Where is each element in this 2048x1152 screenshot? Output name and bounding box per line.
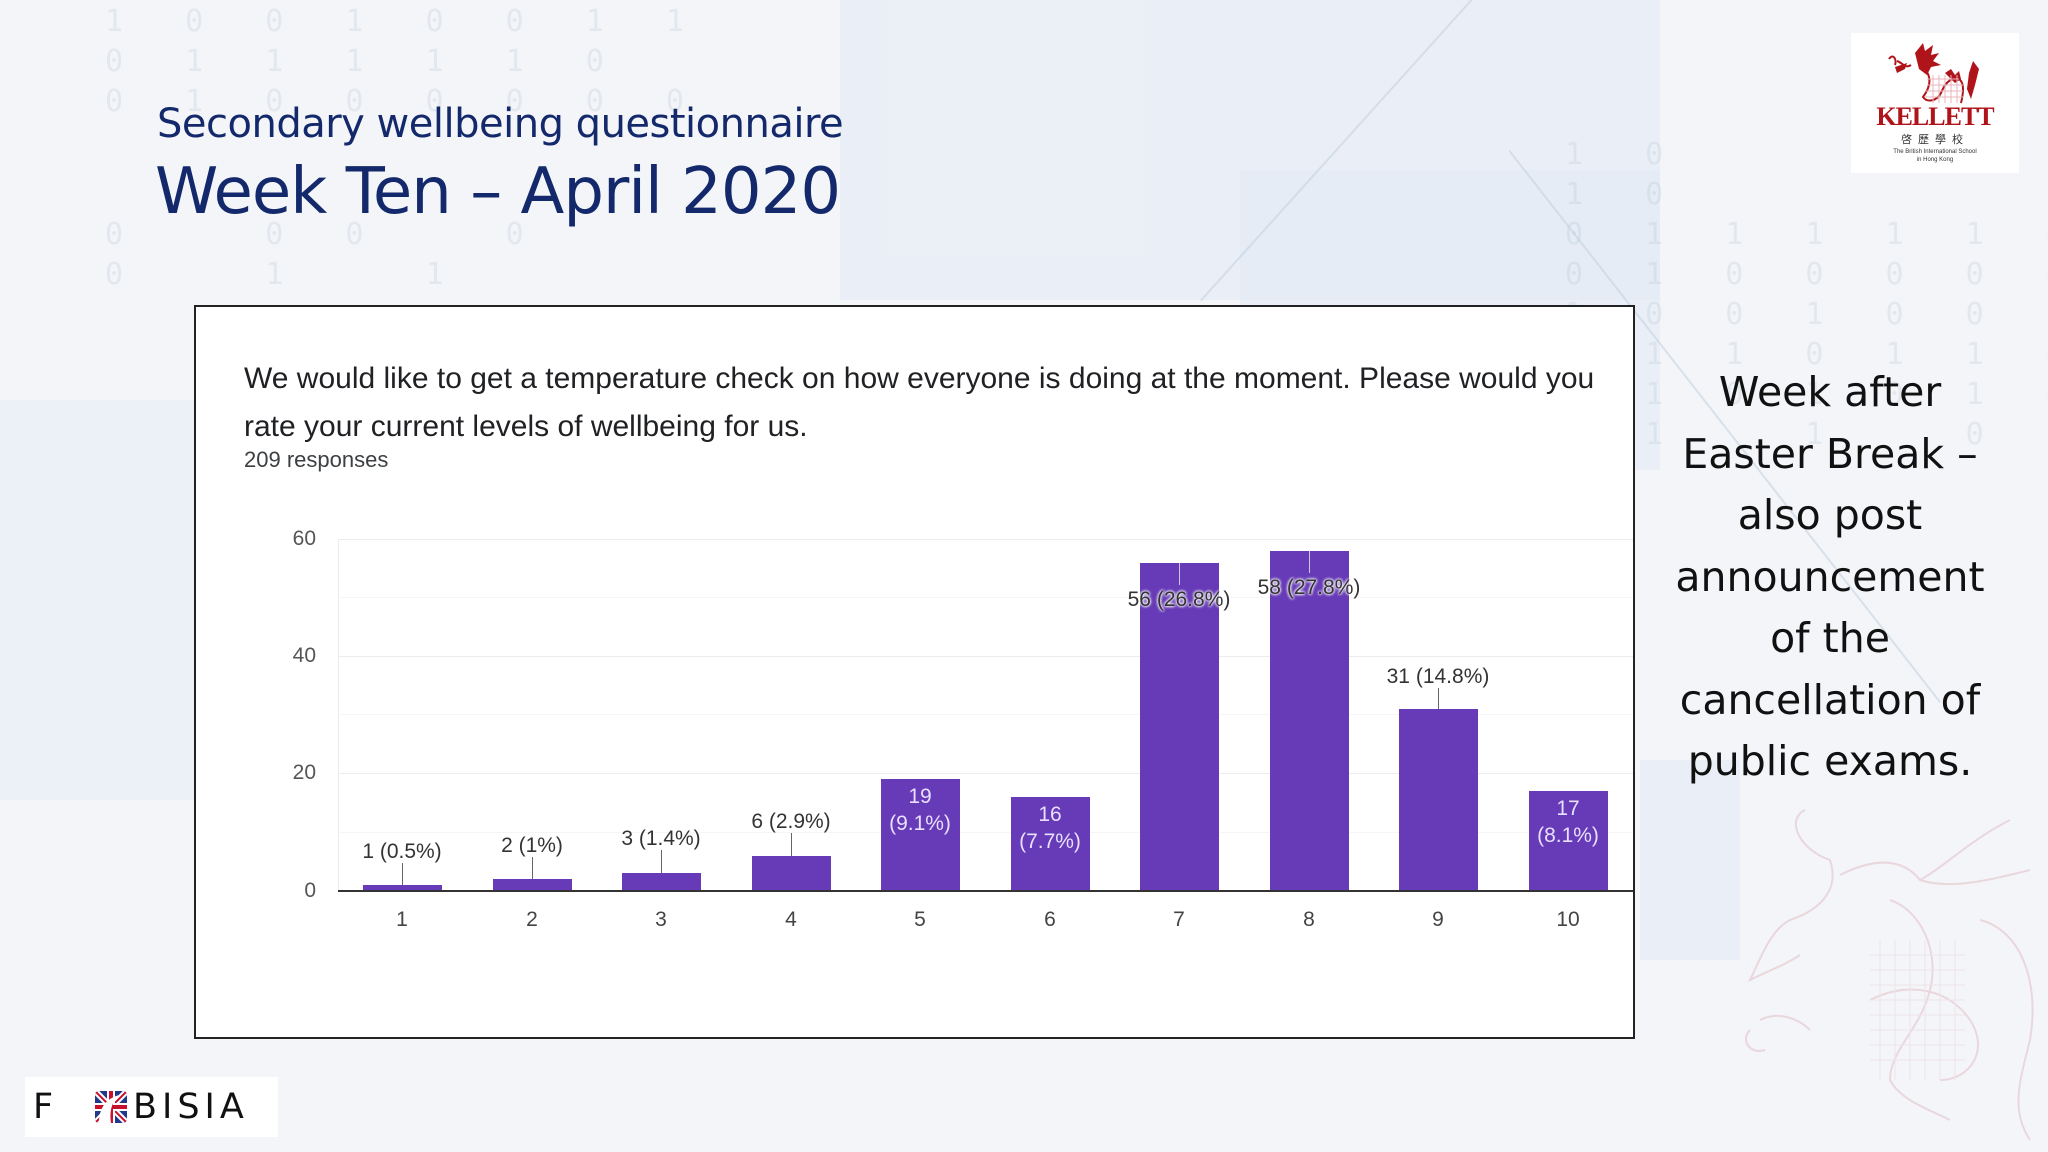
slide-subtitle: Secondary wellbeing questionnaire xyxy=(157,101,844,147)
fobisia-logo-left: F xyxy=(33,1087,59,1127)
response-count: 209 responses xyxy=(244,447,389,472)
side-note-line: also post xyxy=(1737,491,1923,539)
dragon-watermark-icon xyxy=(1745,809,2034,1141)
x-axis-baseline xyxy=(338,890,1633,892)
bar-5-label-percent: (9.1%) xyxy=(889,812,951,835)
fobisia-logo: F BISIA xyxy=(25,1077,278,1137)
bar-4-label: 6 (2.9%) xyxy=(751,810,831,833)
gridline-60 xyxy=(338,539,1633,540)
side-note: Week after Easter Break – also post anno… xyxy=(1660,362,2000,793)
x-tick-label: 9 xyxy=(1432,908,1444,931)
bar-1[interactable] xyxy=(363,885,442,891)
bar-6[interactable] xyxy=(1011,797,1090,891)
y-tick-label: 20 xyxy=(292,761,316,784)
side-note-line: announcement xyxy=(1675,552,1985,601)
bar-chart: 0 20 40 60 1 (0.5%) 2 (1%) 3 (1.4%) 6 (2… xyxy=(196,307,1633,1037)
bar-6-label-percent: (7.7%) xyxy=(1019,830,1081,853)
bar-10-label: 17 (8.1%) xyxy=(1537,795,1599,849)
x-tick-label: 6 xyxy=(1044,908,1056,931)
school-logo-tagline: The British International School in Hong… xyxy=(1851,148,2019,164)
background-panel xyxy=(840,0,1660,300)
background-binary-digits: 0 0 0 0 0 1 1 xyxy=(105,217,546,292)
x-tick-label: 5 xyxy=(914,908,926,931)
gridline-minor xyxy=(338,597,1633,598)
school-logo-tagline-2: in Hong Kong xyxy=(1916,157,1954,163)
side-note-line: cancellation of xyxy=(1679,675,1981,724)
side-note-line: of the xyxy=(1770,614,1890,662)
chart-card: We would like to get a temperature check… xyxy=(194,305,1635,1039)
x-tick-label: 2 xyxy=(526,908,538,931)
bar-3-label: 3 (1.4%) xyxy=(621,827,701,850)
background-binary-digits: 1 0 1 0 0 1 1 1 1 1 0 0 1 0 0 0 0 0 1 0 … xyxy=(1565,137,2048,452)
bar-8[interactable] xyxy=(1270,551,1349,891)
x-tick-label: 4 xyxy=(785,908,797,931)
x-tick-label: 8 xyxy=(1303,908,1315,931)
label-leader-line xyxy=(1179,563,1180,585)
x-tick-label: 10 xyxy=(1556,908,1580,931)
y-tick-label: 40 xyxy=(292,644,316,667)
bar-9-label: 31 (14.8%) xyxy=(1386,665,1490,688)
label-leader-line xyxy=(532,857,533,879)
label-leader-line xyxy=(402,863,403,885)
bar-9[interactable] xyxy=(1399,709,1478,891)
bar-8-label: 58 (27.8%) xyxy=(1257,576,1361,599)
label-leader-line xyxy=(1438,688,1439,709)
y-tick-label: 60 xyxy=(292,527,316,550)
label-leader-line xyxy=(661,850,662,873)
bar-10-label-percent: (8.1%) xyxy=(1537,824,1599,847)
bar-4[interactable] xyxy=(752,856,831,891)
bar-2-label: 2 (1%) xyxy=(501,834,563,857)
label-leader-line xyxy=(791,833,792,856)
gridline-20 xyxy=(338,773,1633,774)
bar-6-label: 16 (7.7%) xyxy=(1019,801,1081,855)
bar-1-label: 1 (0.5%) xyxy=(362,840,442,863)
y-tick-label: 0 xyxy=(304,879,316,902)
background-panel xyxy=(1640,760,1740,960)
bar-6-label-count: 16 xyxy=(1038,803,1062,826)
school-logo: KELLETT 啓歷學校 The British International S… xyxy=(1851,33,2019,173)
side-note-line: public exams. xyxy=(1687,737,1973,785)
bar-3[interactable] xyxy=(622,873,701,891)
bar-5[interactable] xyxy=(881,779,960,891)
dragon-logo-icon xyxy=(1888,43,1979,104)
union-flag-swan-icon xyxy=(95,1091,127,1123)
side-note-line: Week after xyxy=(1718,368,1942,416)
school-logo-name: KELLETT xyxy=(1876,102,1994,131)
bar-5-label: 19 (9.1%) xyxy=(889,783,951,837)
bar-7-label: 56 (26.8%) xyxy=(1127,588,1231,611)
side-note-line: Easter Break – xyxy=(1682,429,1978,478)
gridline-minor xyxy=(338,714,1633,715)
x-tick-label: 3 xyxy=(655,908,667,931)
slide-title: Week Ten – April 2020 xyxy=(155,155,841,229)
gridline-minor xyxy=(338,832,1633,833)
background-panel xyxy=(0,400,200,800)
background-binary-digits: 1 0 0 1 0 0 1 1 0 1 1 1 1 1 0 0 1 0 0 0 … xyxy=(105,4,706,119)
bar-10-label-count: 17 xyxy=(1556,797,1580,820)
y-axis-line xyxy=(338,539,339,891)
chart-question: We would like to get a temperature check… xyxy=(244,362,1595,443)
bar-10[interactable] xyxy=(1529,791,1608,891)
school-logo-tagline-1: The British International School xyxy=(1893,149,1977,155)
school-logo-chinese: 啓歷學校 xyxy=(1901,134,1969,146)
x-tick-label: 7 xyxy=(1173,908,1185,931)
x-tick-label: 1 xyxy=(396,908,408,931)
gridline-40 xyxy=(338,656,1633,657)
bar-2[interactable] xyxy=(493,879,572,891)
bar-7[interactable] xyxy=(1140,563,1219,891)
label-leader-line xyxy=(1309,551,1310,573)
fobisia-logo-right: BISIA xyxy=(133,1087,249,1127)
bar-5-label-count: 19 xyxy=(908,785,932,808)
